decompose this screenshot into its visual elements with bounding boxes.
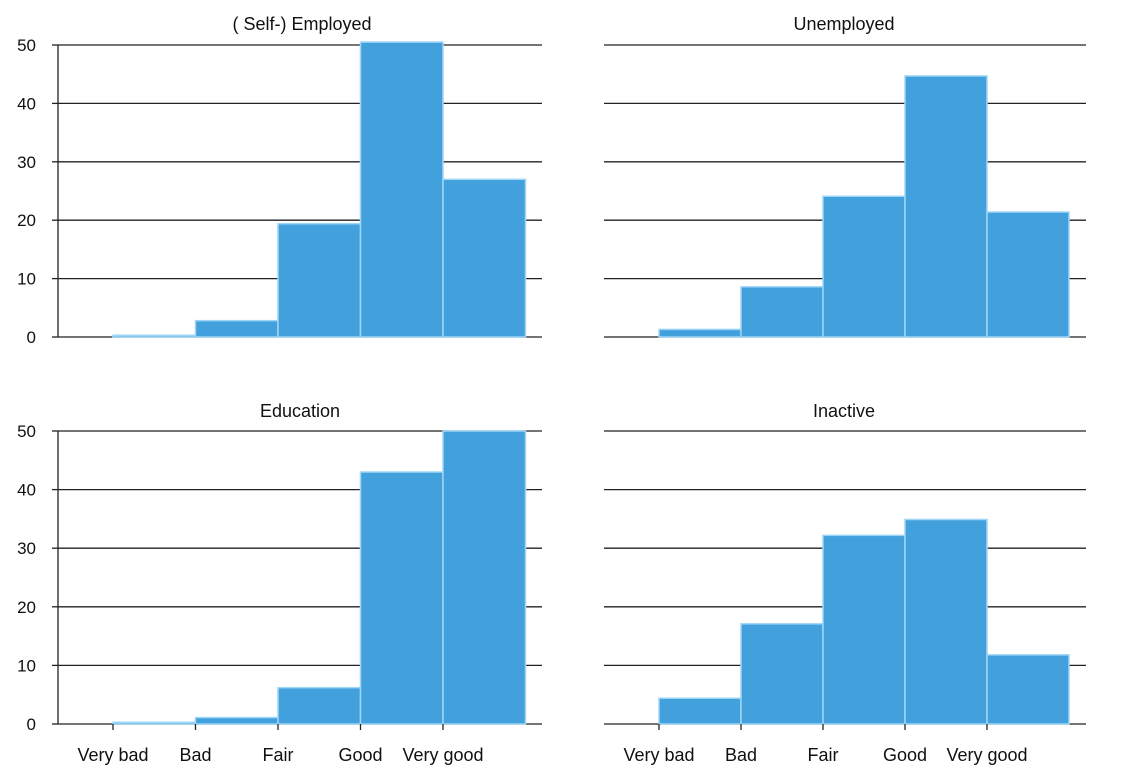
panel-title: Unemployed xyxy=(793,14,894,34)
bar-bad xyxy=(194,319,279,338)
y-tick-label: 50 xyxy=(17,422,36,441)
bar-very-good xyxy=(986,211,1070,338)
y-tick-label: 20 xyxy=(17,211,36,230)
bar-fair xyxy=(822,534,906,725)
x-tick-label: Good xyxy=(338,745,382,765)
panel-employed: ( Self-) Employed 0 10 20 30 40 50 xyxy=(17,14,542,347)
y-tick-label: 30 xyxy=(17,153,36,172)
bar-good xyxy=(359,471,444,725)
y-tick-label: 0 xyxy=(27,715,36,734)
x-tick-label: Fair xyxy=(263,745,294,765)
bar-very-bad xyxy=(112,334,197,338)
bar-very-bad xyxy=(658,697,742,725)
bar-bad xyxy=(194,716,279,725)
x-tick-label: Very bad xyxy=(77,745,148,765)
x-tick-label: Fair xyxy=(808,745,839,765)
y-tick-label: 10 xyxy=(17,656,36,675)
panel-title: Inactive xyxy=(813,401,875,421)
bar-fair xyxy=(822,195,906,338)
bar-fair xyxy=(277,222,362,338)
bar-good xyxy=(904,75,988,338)
bar-very-good xyxy=(986,654,1070,725)
bar-very-bad xyxy=(658,328,742,338)
x-tick-label: Very good xyxy=(946,745,1027,765)
y-tick-label: 30 xyxy=(17,539,36,558)
x-tick-label: Good xyxy=(883,745,927,765)
y-tick-label: 40 xyxy=(17,94,36,113)
y-tick-label: 20 xyxy=(17,598,36,617)
x-tick-label: Bad xyxy=(179,745,211,765)
panel-unemployed: Unemployed xyxy=(604,14,1086,338)
panel-title: Education xyxy=(260,401,340,421)
y-tick-label: 10 xyxy=(17,270,36,289)
panel-title: ( Self-) Employed xyxy=(232,14,371,34)
bar-good xyxy=(904,518,988,725)
x-tick-label: Bad xyxy=(725,745,757,765)
bar-bad xyxy=(740,286,824,338)
panel-inactive: Inactive Very bad Bad Fair Good Very good xyxy=(604,401,1086,765)
bar-very-bad xyxy=(112,721,197,725)
panel-education: Education 0 10 20 30 40 50 Very bad Bad Fair Goo… xyxy=(17,401,542,765)
bar-good xyxy=(359,41,444,338)
y-tick-label: 0 xyxy=(27,328,36,347)
bar-very-good xyxy=(442,430,527,725)
y-tick-label: 40 xyxy=(17,481,36,500)
bar-very-good xyxy=(442,178,527,338)
bar-bad xyxy=(740,623,824,725)
x-tick-label: Very good xyxy=(402,745,483,765)
bar-fair xyxy=(277,686,362,725)
y-tick-label: 50 xyxy=(17,36,36,55)
x-tick-label: Very bad xyxy=(623,745,694,765)
